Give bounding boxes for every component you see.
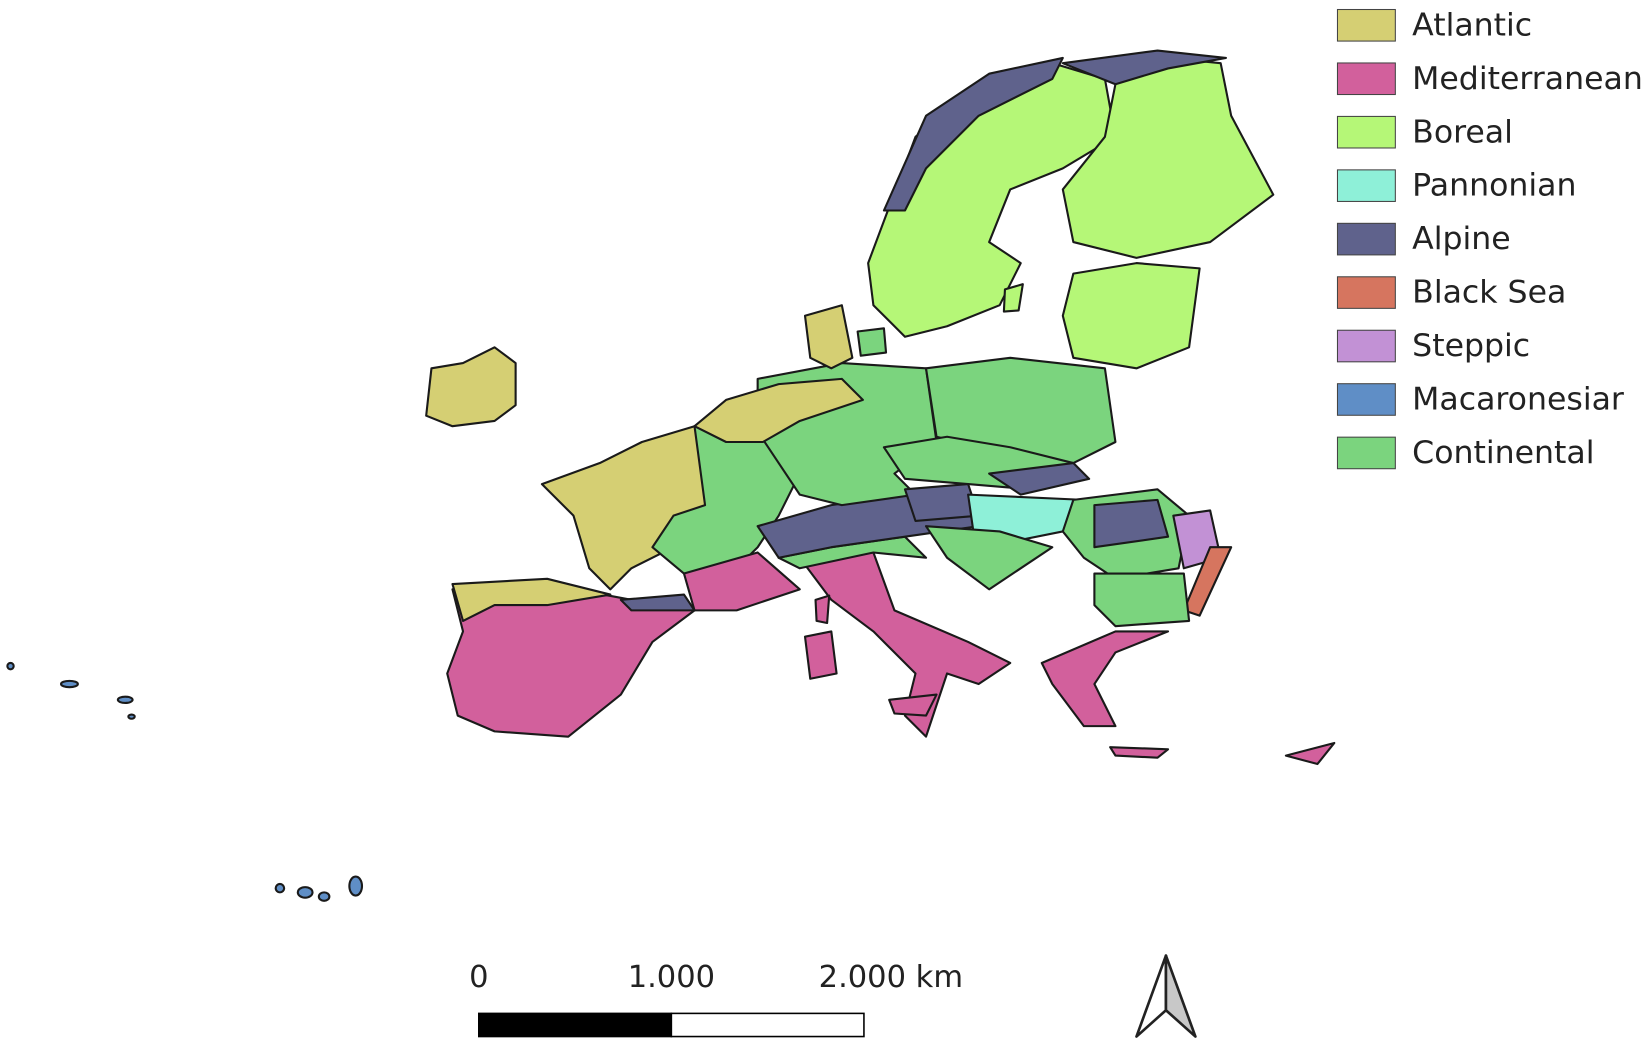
north-arrow-right <box>1164 954 1197 1038</box>
sicily <box>888 693 938 717</box>
ireland <box>425 346 517 428</box>
cyprus <box>1284 741 1336 766</box>
carpathians <box>988 461 1091 496</box>
scale-label: 0 <box>469 960 488 995</box>
legend-label: Continental <box>1412 435 1594 471</box>
madeira <box>127 713 136 720</box>
scale-label: 1.000 <box>628 960 715 995</box>
iberia-atlantic <box>451 577 612 622</box>
scale-bar: 0 1.000 2.000 km <box>469 960 963 1038</box>
legend-label: Steppic <box>1412 328 1530 364</box>
iberia <box>446 583 696 738</box>
croatia <box>924 525 1054 591</box>
scale-segment <box>478 1012 673 1038</box>
azores-island <box>116 695 134 705</box>
legend-swatch <box>1336 169 1396 202</box>
legend-swatch <box>1336 115 1396 149</box>
denmark <box>803 304 854 370</box>
romania-alpine <box>1093 498 1170 549</box>
legend-label: Macaronesiar <box>1412 382 1624 418</box>
legend-label: Pannonian <box>1412 168 1576 204</box>
legend-label: Mediterranean <box>1412 61 1643 97</box>
italy <box>798 551 1012 738</box>
legend-label: Boreal <box>1412 114 1513 150</box>
corsica <box>814 594 831 625</box>
scandes <box>882 56 1064 212</box>
bulgaria <box>1093 572 1191 628</box>
benelux <box>693 377 864 444</box>
france-mediterranean <box>682 551 801 612</box>
black-sea-coast <box>1182 546 1233 617</box>
north-arrow <box>1135 954 1197 1038</box>
legend-swatch <box>1336 8 1396 42</box>
legend-swatch <box>1336 62 1396 96</box>
legend-label: Black Sea <box>1412 275 1566 311</box>
scale-segment <box>670 1012 865 1038</box>
crete <box>1109 746 1170 759</box>
legend: Atlantic Mediterranean Boreal Pannonian Alpi… <box>1336 7 1643 471</box>
baltics <box>1061 262 1201 370</box>
legend-swatch <box>1336 383 1396 416</box>
legend-swatch <box>1336 276 1396 309</box>
scale-label: 2.000 km <box>819 960 963 995</box>
greece <box>1040 630 1170 728</box>
azores-island <box>6 661 15 671</box>
canary-island <box>296 886 314 899</box>
legend-swatch <box>1336 222 1396 256</box>
canary-island <box>348 875 364 897</box>
regions <box>6 49 1336 902</box>
lapland <box>1061 49 1227 86</box>
canary-island <box>274 882 286 894</box>
danish-islands <box>856 327 888 357</box>
legend-label: Alpine <box>1412 221 1511 257</box>
austria <box>903 483 980 522</box>
azores-island <box>59 679 79 689</box>
pyrenees <box>619 593 696 612</box>
legend-swatch <box>1336 436 1396 470</box>
sardinia <box>803 630 838 680</box>
legend-swatch <box>1336 329 1396 363</box>
legend-label: Atlantic <box>1412 7 1532 43</box>
gotland <box>1002 283 1024 313</box>
hungary <box>967 493 1085 544</box>
north-arrow-left <box>1135 954 1168 1038</box>
canary-island <box>317 891 331 902</box>
